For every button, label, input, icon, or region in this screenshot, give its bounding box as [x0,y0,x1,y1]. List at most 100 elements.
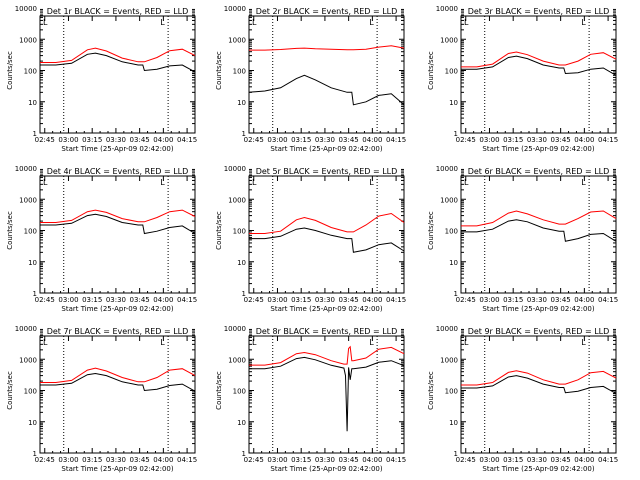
l-marker-label: L [252,338,257,347]
l-marker-label: L [252,178,257,187]
x-tick-label: 04:00 [574,456,594,464]
x-tick-label: 03:15 [503,456,523,464]
y-tick-label: 1 [33,290,37,298]
plot-title: Det 7r BLACK = Events, RED = LLD [47,327,189,336]
y-tick-label: 1000 [440,356,458,364]
plot-title: Det 5r BLACK = Events, RED = LLD [256,167,398,176]
x-tick-label: 03:30 [315,136,335,144]
lld-series-line [461,210,617,227]
y-tick-label: 10 [28,99,37,107]
lld-series-line [461,370,617,386]
y-tick-label: 1000 [19,36,37,44]
l-marker-label: L [43,178,48,187]
x-tick-label: 03:30 [315,296,335,304]
x-tick-label: 04:15 [598,296,618,304]
x-tick-label: 04:00 [153,296,173,304]
x-tick-label: 04:00 [153,136,173,144]
y-tick-label: 1 [242,130,246,138]
y-tick-label: 100 [445,68,458,76]
plot-title: Det 9r BLACK = Events, RED = LLD [468,327,610,336]
l-marker-label: L [43,18,48,27]
l-marker-label: L [252,18,257,27]
l-marker-label: L [43,338,48,347]
y-tick-label: 100 [233,388,246,396]
x-tick-label: 04:00 [362,136,382,144]
events-series-line [248,74,405,106]
x-tick-label: 03:30 [527,136,547,144]
y-tick-label: 1000 [228,36,246,44]
y-axis-label: Counts/sec [215,211,223,250]
y-tick-label: 10000 [436,5,458,13]
y-tick-label: 10 [449,99,458,107]
x-tick-label: 04:00 [362,296,382,304]
x-tick-label: 03:45 [551,296,571,304]
events-series-line [40,52,196,73]
x-tick-label: 04:15 [177,456,197,464]
detector-plot-4: Det 4r BLACK = Events, RED = LLD 1 10 100 10… [6,165,197,313]
x-tick-label: 03:00 [267,136,287,144]
x-tick-label: 03:30 [315,456,335,464]
events-series-line [461,375,617,394]
x-tick-label: 02:45 [456,296,476,304]
x-axis-label: Start Time (25-Apr-09 02:42:00) [270,465,382,473]
l-marker-label: L [160,18,165,27]
x-tick-label: 03:15 [82,136,102,144]
plot-title: Det 4r BLACK = Events, RED = LLD [47,167,189,176]
lld-series-line [40,47,196,63]
events-series-line [249,356,405,432]
lld-series-line [249,345,405,366]
x-tick-label: 03:30 [106,296,126,304]
x-tick-label: 03:45 [339,456,359,464]
x-tick-label: 03:45 [551,136,571,144]
plot-title: Det 1r BLACK = Events, RED = LLD [47,7,189,16]
x-tick-label: 03:15 [82,456,102,464]
detector-plot-9: Det 9r BLACK = Events, RED = LLD 1 10 100 10… [427,325,618,473]
y-tick-label: 1 [454,450,458,458]
l-marker-label: L [464,338,469,347]
l-marker-label: L [464,178,469,187]
x-tick-label: 04:15 [598,456,618,464]
y-tick-label: 10 [237,99,246,107]
x-tick-label: 03:00 [479,296,499,304]
detector-plot-2: Det 2r BLACK = Events, RED = LLD 1 10 100 10… [215,5,406,153]
y-tick-label: 10000 [15,165,37,173]
l-marker-label: L [369,338,374,347]
lld-series-line [40,209,196,223]
y-tick-label: 10 [449,259,458,267]
l-marker-label: L [464,18,469,27]
x-tick-label: 03:00 [58,136,78,144]
x-tick-label: 03:15 [291,456,311,464]
x-tick-label: 02:45 [456,456,476,464]
x-tick-label: 03:30 [106,456,126,464]
detector-plot-8: Det 8r BLACK = Events, RED = LLD 1 10 100 10… [215,325,406,473]
y-tick-label: 1 [33,450,37,458]
detector-plot-6: Det 6r BLACK = Events, RED = LLD 1 10 100 10… [427,165,618,313]
x-tick-label: 03:15 [503,296,523,304]
l-marker-label: L [369,18,374,27]
events-series-line [461,55,617,76]
y-tick-label: 10000 [436,325,458,333]
x-axis-label: Start Time (25-Apr-09 02:42:00) [482,305,594,313]
x-tick-label: 04:15 [386,456,406,464]
x-tick-label: 03:45 [339,296,359,304]
y-tick-label: 100 [24,228,37,236]
y-tick-label: 10 [237,419,246,427]
l-marker-label: L [160,338,165,347]
detector-plot-7: Det 7r BLACK = Events, RED = LLD 1 10 100 10… [6,325,197,473]
y-tick-label: 10 [28,419,37,427]
plot-frame [460,335,617,454]
y-tick-label: 10 [28,259,37,267]
x-tick-label: 03:15 [82,296,102,304]
y-tick-label: 1 [242,290,246,298]
y-tick-label: 10000 [436,165,458,173]
plot-title: Det 2r BLACK = Events, RED = LLD [256,7,398,16]
y-tick-label: 100 [445,388,458,396]
x-tick-label: 03:45 [130,296,150,304]
plot-frame [39,175,196,294]
l-marker-label: L [581,178,586,187]
x-tick-label: 03:15 [291,296,311,304]
lld-series-line [40,367,196,383]
lld-series-line [249,45,405,51]
y-tick-label: 100 [233,68,246,76]
